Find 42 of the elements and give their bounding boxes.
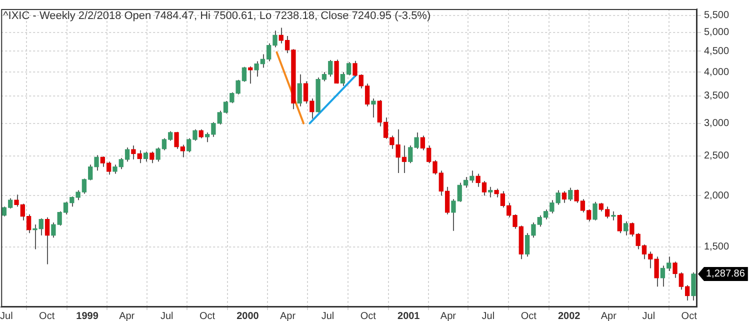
x-tick-label: Apr xyxy=(119,310,136,321)
candlestick xyxy=(691,272,696,301)
y-tick-label: 2,000 xyxy=(704,190,730,202)
x-tick-label: Jul xyxy=(642,310,656,321)
candlestick xyxy=(334,59,339,84)
y-tick-label: 4,500 xyxy=(704,46,730,57)
candlestick xyxy=(143,151,148,162)
annotation: 1,287.86 xyxy=(706,268,746,280)
x-tick-label: Jul xyxy=(482,310,495,321)
candlestick xyxy=(568,187,573,202)
y-tick-label: 5,000 xyxy=(704,27,730,38)
x-tick-label: Apr xyxy=(600,310,618,321)
x-tick-label: Jul xyxy=(160,310,174,321)
candlestick xyxy=(371,98,376,118)
x-tick-label: Apr xyxy=(440,310,457,321)
candlestick xyxy=(488,186,493,198)
y-tick-label: 4,000 xyxy=(704,66,730,78)
x-tick-label: 2001 xyxy=(398,310,420,321)
candlestick xyxy=(44,216,50,265)
x-tick-label: 2000 xyxy=(236,310,260,321)
x-tick-label: Jul xyxy=(321,310,334,321)
x-tick-label: Oct xyxy=(520,310,537,321)
x-tick-label: Oct xyxy=(39,310,55,321)
x-tick-label: 1999 xyxy=(76,310,99,321)
candlestick xyxy=(623,220,628,236)
x-tick-label: 2002 xyxy=(558,310,581,321)
candlestick xyxy=(592,201,598,221)
y-tick-label: 1,500 xyxy=(704,242,730,253)
x-tick-label: Oct xyxy=(681,310,698,321)
y-tick-label: 5,500 xyxy=(704,10,730,22)
chart-title: ^IXIC - Weekly 2/2/2018 Open 7484.47, Hi 7500.61, Lo 7238.18, Close 7240.95 (-3.5%) xyxy=(3,10,431,22)
y-tick-label: 2,500 xyxy=(704,150,730,162)
x-tick-label: Oct xyxy=(360,310,376,321)
candlestick xyxy=(150,151,154,164)
candlestick xyxy=(297,74,302,107)
x-tick-label: Oct xyxy=(200,310,216,321)
y-tick-label: 3,500 xyxy=(704,90,730,102)
x-tick-label: Apr xyxy=(280,310,296,321)
candlestick xyxy=(562,190,567,204)
x-tick-label: Jul xyxy=(0,310,13,321)
y-tick-label: 3,000 xyxy=(704,118,730,130)
candlestick xyxy=(617,214,622,234)
